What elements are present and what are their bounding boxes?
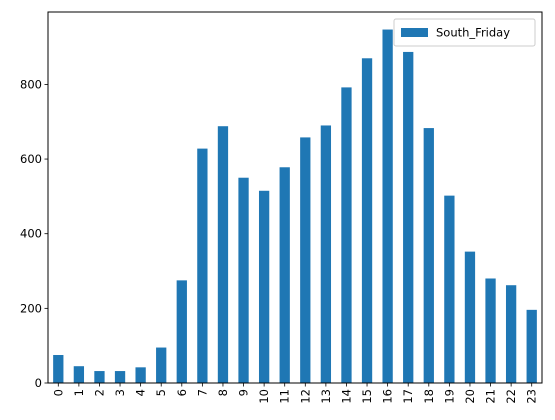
bar-16 bbox=[382, 29, 393, 383]
plot-frame bbox=[47, 11, 543, 384]
bar-9 bbox=[238, 177, 249, 383]
legend-swatch bbox=[401, 28, 428, 37]
x-tick-label-19: 19 bbox=[442, 389, 456, 404]
bar-17 bbox=[403, 51, 414, 384]
y-tick-label-0: 0 bbox=[35, 376, 42, 390]
x-tick-label-14: 14 bbox=[339, 389, 353, 404]
bar-11 bbox=[279, 167, 290, 383]
x-tick-label-15: 15 bbox=[360, 389, 374, 404]
x-tick-label-4: 4 bbox=[134, 389, 148, 396]
x-tick-label-5: 5 bbox=[154, 389, 168, 396]
bar-23 bbox=[526, 309, 537, 383]
bar-1 bbox=[73, 366, 85, 383]
bar-5 bbox=[156, 347, 167, 383]
x-tick-label-21: 21 bbox=[484, 389, 498, 404]
x-tick-label-10: 10 bbox=[257, 389, 271, 404]
bar-10 bbox=[258, 190, 270, 383]
x-tick-label-8: 8 bbox=[216, 389, 230, 396]
x-tick-label-16: 16 bbox=[381, 389, 395, 404]
bar-12 bbox=[300, 137, 311, 383]
y-tick-label-800: 800 bbox=[20, 77, 42, 91]
x-tick-label-23: 23 bbox=[525, 389, 539, 404]
x-tick-label-22: 22 bbox=[504, 389, 518, 404]
legend-label: South_Friday bbox=[436, 26, 510, 40]
x-tick-label-0: 0 bbox=[51, 389, 65, 396]
y-tick-label-200: 200 bbox=[20, 301, 42, 315]
bar-20 bbox=[464, 251, 476, 383]
bar-14 bbox=[341, 87, 352, 384]
x-tick-label-2: 2 bbox=[92, 389, 106, 396]
bar-8 bbox=[217, 126, 229, 383]
x-tick-label-6: 6 bbox=[175, 389, 189, 396]
y-tick-label-600: 600 bbox=[20, 152, 42, 166]
x-tick-label-18: 18 bbox=[422, 389, 436, 404]
bar-19 bbox=[444, 195, 455, 383]
x-tick-label-12: 12 bbox=[298, 389, 312, 404]
x-tick-label-3: 3 bbox=[113, 389, 127, 396]
x-axis: 0 1 2 3 4 5 6 7 8 9 10 11 12 13 14 15 16 17 18 19 20 21 22 23 bbox=[51, 383, 539, 404]
bars-group bbox=[53, 29, 537, 384]
bar-15 bbox=[361, 58, 373, 384]
legend: South_Friday bbox=[393, 18, 536, 47]
y-tick-label-400: 400 bbox=[20, 227, 42, 241]
bar-6 bbox=[176, 280, 187, 383]
y-axis: 0 200 400 600 800 bbox=[20, 77, 48, 390]
bar-2 bbox=[94, 371, 105, 383]
bar-0 bbox=[53, 355, 64, 383]
x-tick-label-9: 9 bbox=[237, 389, 251, 396]
x-tick-label-1: 1 bbox=[72, 389, 86, 396]
bar-22 bbox=[505, 285, 517, 383]
x-tick-label-13: 13 bbox=[319, 389, 333, 404]
x-tick-label-11: 11 bbox=[278, 389, 292, 404]
bar-13 bbox=[320, 125, 332, 384]
bar-4 bbox=[135, 367, 146, 383]
bar-18 bbox=[423, 128, 434, 383]
bar-7 bbox=[197, 148, 208, 383]
legend-box bbox=[393, 18, 536, 47]
x-tick-label-20: 20 bbox=[463, 389, 477, 404]
bar-21 bbox=[485, 278, 496, 383]
x-tick-label-7: 7 bbox=[195, 389, 209, 396]
bar-3 bbox=[114, 371, 126, 383]
x-tick-label-17: 17 bbox=[401, 389, 415, 404]
